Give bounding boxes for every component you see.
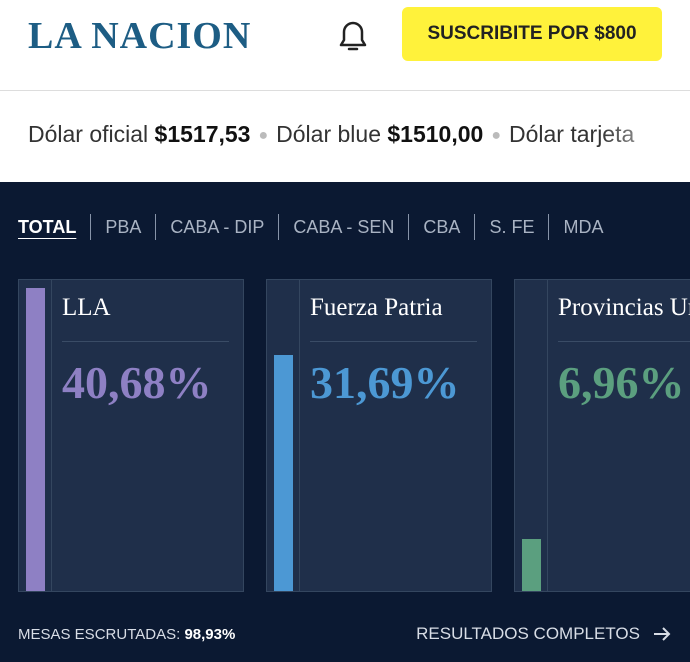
ticker-label: Dólar oficial <box>28 121 149 147</box>
results-link-text[interactable]: RESULTADOS COMPLETOS <box>416 624 640 643</box>
header: LA NACION SUSCRIBITE POR $800 <box>0 0 690 91</box>
fade <box>600 91 690 182</box>
tab[interactable]: PBA <box>90 214 155 240</box>
logo[interactable]: LA NACION <box>28 15 252 57</box>
divider <box>547 280 548 591</box>
bar <box>26 288 45 591</box>
result-card[interactable]: LLA 40,68% <box>18 279 244 592</box>
party-name: Fuerza Patria <box>310 294 443 321</box>
rule <box>558 341 690 342</box>
ticker-row: Dólar oficial $1517,53 ● Dólar blue $1510,… <box>28 121 634 148</box>
tab[interactable]: CABA - SEN <box>278 214 408 240</box>
percentage: 6,96% <box>558 357 685 408</box>
party-name: Provincias Unidas <box>558 294 690 321</box>
tab[interactable]: TOTAL <box>18 217 77 237</box>
ticker-label: Dólar blue <box>276 121 381 147</box>
arrow-icon[interactable] <box>652 624 672 644</box>
ticker-value: $1517,53 <box>154 121 251 147</box>
result-card[interactable]: Fuerza Patria 31,69% <box>266 279 492 592</box>
party-name: LLA <box>62 294 111 321</box>
bar <box>274 354 293 591</box>
divider <box>299 280 300 591</box>
results-panel: TOTAL PBA CABA - DIP CABA - SEN CBA S. FE MDA … <box>0 182 690 662</box>
separator: ● <box>491 126 501 144</box>
rule <box>62 341 229 342</box>
percentage: 31,69% <box>310 357 460 408</box>
tab[interactable]: S. FE <box>474 214 548 240</box>
bar <box>522 539 541 591</box>
tab[interactable]: CBA <box>408 214 474 240</box>
divider <box>51 280 52 591</box>
notifications-bell[interactable] <box>333 15 373 55</box>
percentage: 40,68% <box>62 357 212 408</box>
mesas-value: 98,93% <box>184 626 236 643</box>
separator: ● <box>258 126 269 144</box>
subscribe-button[interactable]: SUSCRIBITE POR $800 <box>402 7 662 61</box>
tab[interactable]: MDA <box>548 214 617 240</box>
currency-ticker: Dólar oficial $1517,53 ● Dólar blue $1510,… <box>0 91 690 182</box>
result-card[interactable]: Provincias Unidas 6,96% <box>514 279 690 592</box>
mesas-escrutadas: MESAS ESCRUTADAS: 98,93% <box>18 626 235 643</box>
tabs: TOTAL PBA CABA - DIP CABA - SEN CBA S. FE MDA <box>18 214 617 240</box>
ticker-value: $1510,00 <box>387 121 484 147</box>
results-link[interactable]: RESULTADOS COMPLETOS <box>416 624 672 644</box>
rule <box>310 341 477 342</box>
tab[interactable]: CABA - DIP <box>155 214 278 240</box>
mesas-label: MESAS ESCRUTADAS: <box>18 626 181 643</box>
